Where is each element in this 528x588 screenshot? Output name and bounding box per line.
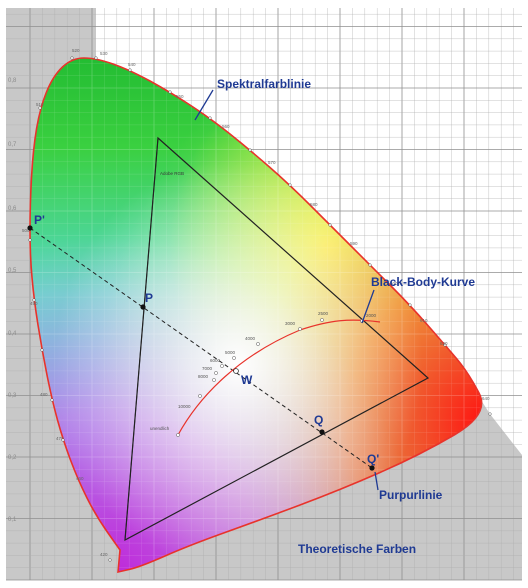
color-temp-label: 3000: [285, 321, 296, 326]
wavelength-marker: [61, 438, 65, 442]
black-body-curve: [177, 319, 381, 436]
wavelength-marker: [248, 148, 252, 152]
color-temp-label: unendlich: [150, 426, 170, 431]
wavelength-marker: [288, 183, 292, 187]
color-temp-label: 6000: [210, 358, 221, 363]
wavelength-marker: [168, 90, 172, 94]
wavelength-label: 470: [56, 436, 64, 441]
color-temp-label: 8000: [198, 374, 209, 379]
wavelength-label: 480: [40, 392, 48, 397]
color-temp-marker: [256, 342, 260, 346]
y-tick-label: 0,4: [8, 331, 17, 337]
wavelength-markers: 520 530 540 510 550 560 570 580 590 600 610 620 640 5…: [22, 48, 492, 562]
theoretical-colors-label: Theoretische Farben: [298, 542, 416, 556]
wavelength-label: 640: [482, 396, 490, 401]
color-temp-label: 7000: [202, 366, 213, 371]
black-body-label: Black-Body-Kurve: [371, 275, 475, 289]
point-q-prime: Q': [367, 452, 379, 471]
wavelength-label: 510: [36, 102, 44, 107]
spectral-locus-line: [29, 57, 483, 574]
wavelength-marker: [50, 398, 54, 402]
wavelength-marker: [328, 223, 332, 227]
y-tick-label: 0,1: [8, 517, 17, 523]
wavelength-marker: [70, 56, 74, 60]
wavelength-label: 500: [22, 228, 30, 233]
wavelength-marker: [128, 68, 132, 72]
color-temp-marker: [232, 356, 236, 360]
wavelength-marker: [32, 298, 36, 302]
color-temp-marker: [220, 364, 224, 368]
color-temp-marker: [214, 371, 218, 375]
wavelength-label: 560: [222, 124, 230, 129]
color-temp-marker: [176, 433, 180, 437]
color-temp-label: 2500: [318, 311, 329, 316]
wavelength-label: 590: [350, 241, 358, 246]
wavelength-label: 600: [390, 281, 398, 286]
wavelength-label: 530: [100, 51, 108, 56]
wavelength-label: 570: [268, 160, 276, 165]
y-tick-label: 0,5: [8, 268, 17, 274]
color-temp-marker: [298, 327, 302, 331]
svg-text:W: W: [241, 373, 253, 387]
point-p: P: [140, 291, 153, 310]
y-tick-label: 0,6: [8, 206, 17, 212]
purple-line-label: Purpurlinie: [379, 488, 443, 502]
svg-text:P: P: [145, 291, 153, 305]
color-temp-label: 5000: [225, 350, 236, 355]
color-temp-marker: [320, 318, 324, 322]
y-tick-label: 0,2: [8, 455, 17, 461]
point-q: Q: [314, 413, 325, 435]
wavelength-label: 610: [420, 318, 428, 323]
color-temp-label: 10000: [178, 404, 191, 409]
wavelength-label: 580: [310, 202, 318, 207]
wavelength-marker: [208, 116, 212, 120]
wavelength-marker: [488, 412, 492, 416]
svg-text:P': P': [34, 213, 45, 227]
svg-text:Q': Q': [367, 452, 379, 466]
gamut-label: Adobe RGB: [160, 171, 184, 176]
black-body-markers: 2000 2500 3000 4000 5000 6000 7000 8000 10000 une…: [150, 311, 377, 437]
svg-text:Q: Q: [314, 413, 323, 427]
wavelength-marker: [443, 343, 447, 347]
color-temp-label: 2000: [366, 313, 377, 318]
wavelength-marker: [38, 106, 42, 110]
wavelength-marker: [408, 303, 412, 307]
wavelength-label: 520: [72, 48, 80, 53]
spectral-locus-label: Spektralfarblinie: [217, 77, 311, 91]
y-axis-ticks: 0,1 0,2 0,3 0,4 0,5 0,6 0,7 0,8: [8, 78, 17, 523]
color-temp-label: 4000: [245, 336, 256, 341]
wavelength-label: 540: [128, 62, 136, 67]
y-tick-label: 0,7: [8, 142, 17, 148]
wavelength-marker: [28, 238, 32, 242]
wavelength-marker: [94, 56, 98, 60]
wavelength-label: 490: [30, 301, 38, 306]
y-tick-label: 0,8: [8, 78, 17, 84]
wavelength-marker: [40, 348, 44, 352]
wavelength-marker: [108, 558, 112, 562]
wavelength-label: 420: [100, 552, 108, 557]
color-temp-marker: [212, 378, 216, 382]
color-temp-marker: [198, 394, 202, 398]
construction-line: [124, 137, 159, 541]
point-w: W: [233, 368, 253, 387]
y-tick-label: 0,3: [8, 393, 17, 399]
wavelength-label: 460: [76, 476, 84, 481]
wavelength-label: 620: [440, 341, 448, 346]
wavelength-marker: [368, 263, 372, 267]
point-p-prime: P': [27, 213, 45, 231]
wavelength-label: 550: [176, 94, 184, 99]
outside-region: [96, 8, 522, 455]
